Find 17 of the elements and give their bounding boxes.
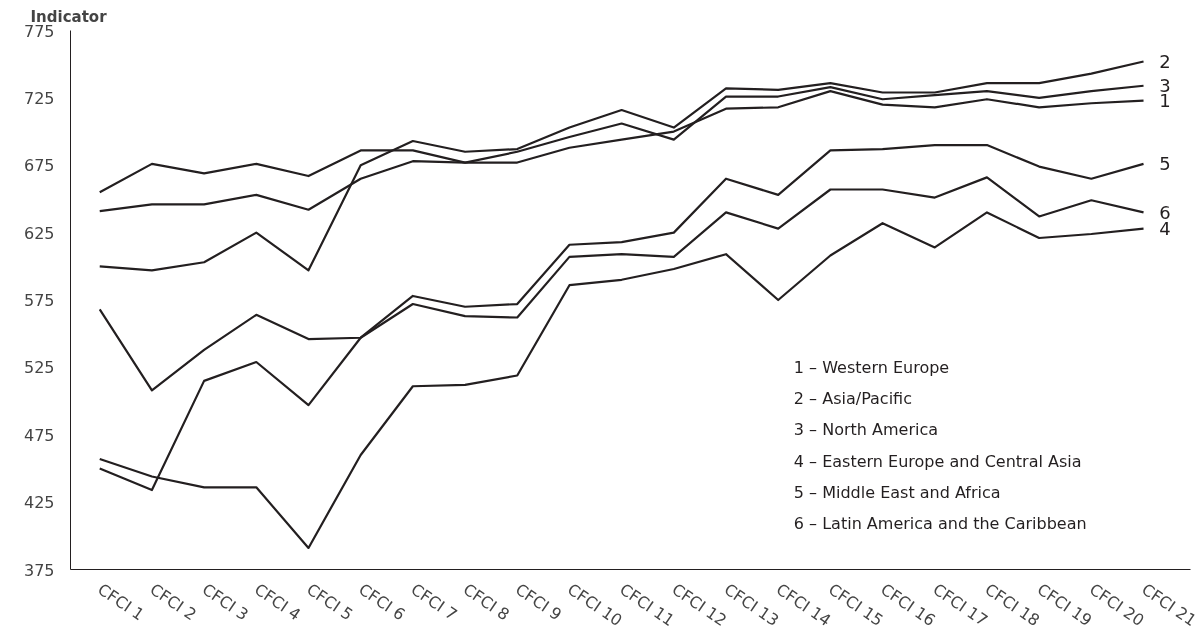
annotation: 5 – Middle East and Africa (793, 482, 1001, 502)
annotation: 6 – Latin America and the Caribbean (793, 514, 1087, 534)
y-tick-label: 375 (23, 560, 55, 580)
annotation: 1 – Western Europe (793, 357, 950, 377)
line-series (98, 60, 1145, 272)
y-tick-label: 625 (23, 223, 55, 243)
series-label: 5 (1159, 153, 1171, 175)
annotation: 2 – Asia/Pacific (793, 389, 912, 409)
y-tick-label: 725 (23, 88, 55, 108)
annotation: 3 – North America (793, 420, 939, 440)
y-tick-label: 525 (23, 358, 55, 378)
y-tick-label: 675 (23, 156, 55, 176)
series-label: 2 (1159, 50, 1171, 72)
y-tick-label: 425 (23, 493, 55, 513)
y-tick-label: 475 (23, 425, 55, 445)
annotation: 4 – Eastern Europe and Central Asia (793, 451, 1082, 471)
y-tick-label: 575 (23, 291, 55, 310)
